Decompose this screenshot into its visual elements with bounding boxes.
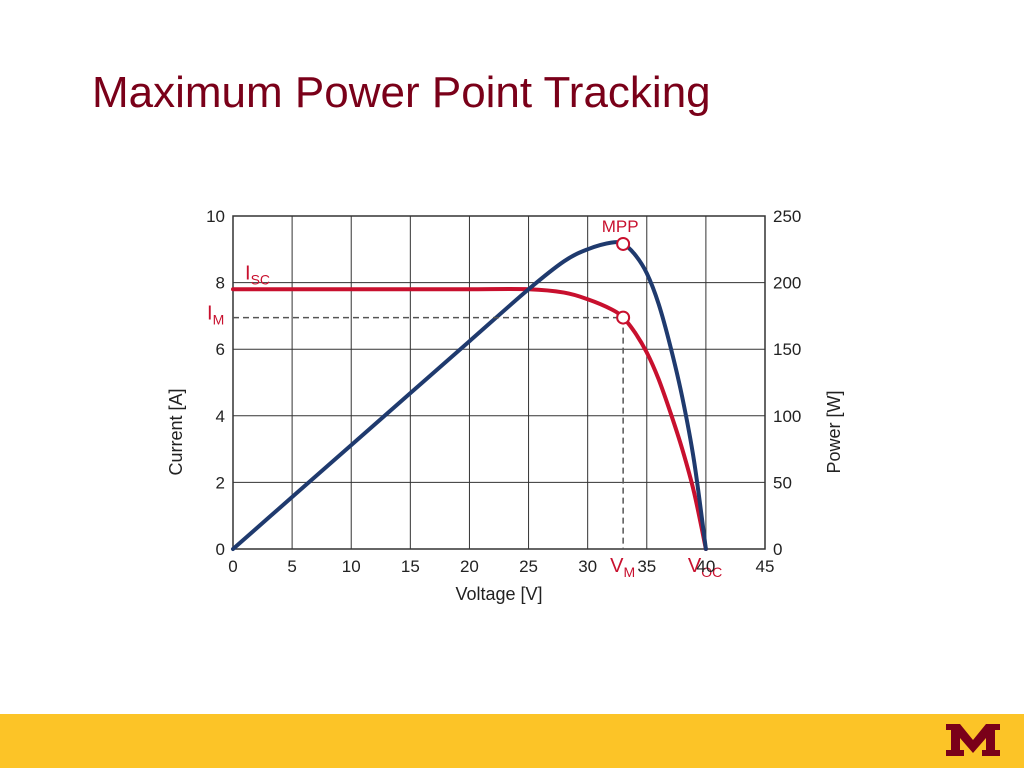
university-block-m-logo xyxy=(946,724,1000,756)
x-tick-label: 10 xyxy=(342,557,361,576)
x-tick-label: 45 xyxy=(756,557,775,576)
power-curve xyxy=(231,240,708,551)
x-tick-label: 40 xyxy=(696,557,715,576)
x-tick-label: 20 xyxy=(460,557,479,576)
y-axis-left-label: Current [A] xyxy=(166,388,186,475)
y-right-tick-label: 150 xyxy=(773,340,801,359)
y-right-tick-label: 200 xyxy=(773,274,801,293)
x-tick-label: 5 xyxy=(287,557,296,576)
y-right-tick-label: 250 xyxy=(773,207,801,226)
vm-label: VM xyxy=(610,555,635,580)
plot-frame xyxy=(232,215,766,550)
y-right-tick-label: 100 xyxy=(773,407,801,426)
im-marker xyxy=(616,310,631,325)
slide-title: Maximum Power Point Tracking xyxy=(92,68,711,117)
voc-label: VOC xyxy=(688,555,722,580)
x-tick-label: 30 xyxy=(578,557,597,576)
x-tick-label: 0 xyxy=(228,557,237,576)
mpp-label: MPP xyxy=(602,217,639,236)
y-right-tick-label: 0 xyxy=(773,540,782,559)
y-left-tick-label: 2 xyxy=(216,473,225,492)
chart-annotations: MPP ISC IM VM VOC xyxy=(207,217,722,580)
footer-bar xyxy=(0,714,1024,768)
y-right-tick-label: 50 xyxy=(773,473,792,492)
x-tick-label: 25 xyxy=(519,557,538,576)
y-left-tick-label: 8 xyxy=(216,274,225,293)
y-left-tick-label: 6 xyxy=(216,340,225,359)
mpp-marker xyxy=(616,236,631,251)
chart-grid xyxy=(232,215,766,550)
y-left-tick-label: 0 xyxy=(216,540,225,559)
im-label: IM xyxy=(207,303,224,328)
x-axis-label: Voltage [V] xyxy=(455,584,542,604)
y-axis-right-label: Power [W] xyxy=(824,390,844,473)
chart-series xyxy=(231,240,708,551)
y-left-tick-label: 4 xyxy=(216,407,225,426)
isc-label: ISC xyxy=(245,262,270,287)
x-tick-label: 15 xyxy=(401,557,420,576)
current-curve xyxy=(231,287,708,551)
x-tick-label: 35 xyxy=(637,557,656,576)
y-left-tick-label: 10 xyxy=(206,207,225,226)
